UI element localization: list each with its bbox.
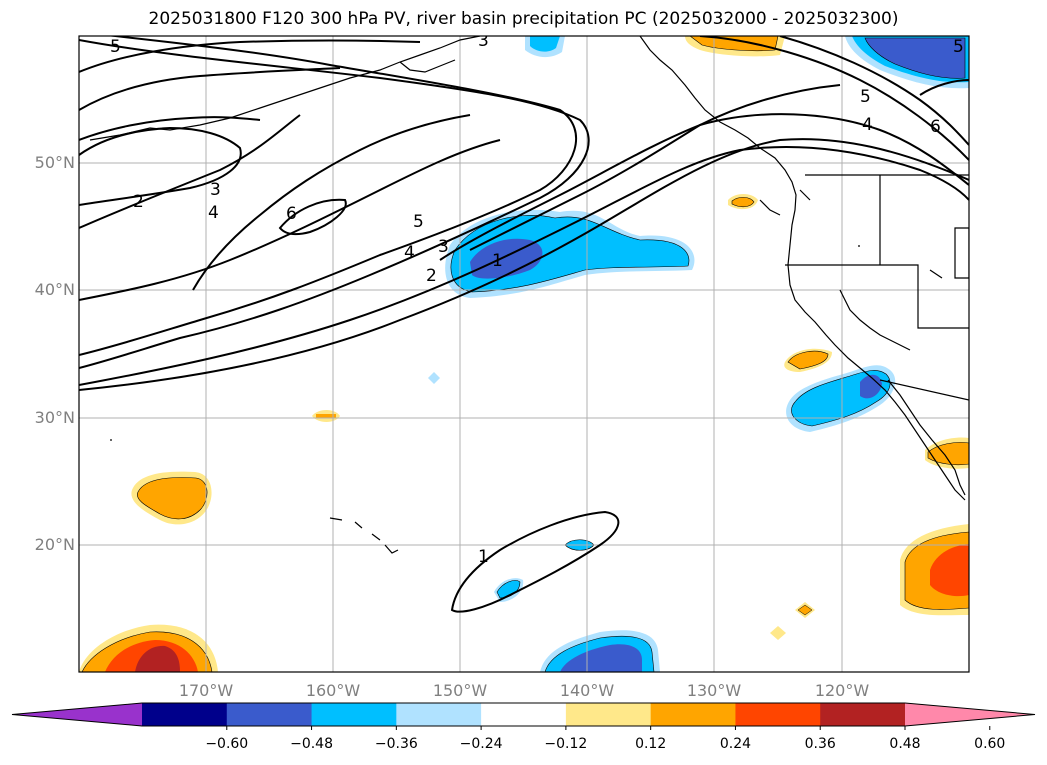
map-frame <box>78 35 970 673</box>
lat-label-50n: 50°N <box>34 153 75 172</box>
pv-label: 1 <box>478 547 489 567</box>
colorbar-swatch <box>650 703 736 726</box>
colorbar-swatch <box>142 703 228 726</box>
lon-label-150w: 150°W <box>432 681 488 700</box>
lon-label-170w: 170°W <box>178 681 234 700</box>
pv-label: 5 <box>110 37 121 57</box>
lat-label-40n: 40°N <box>34 280 75 299</box>
colorbar-swatch <box>311 703 397 726</box>
lon-label-130w: 130°W <box>686 681 742 700</box>
gridlines <box>79 36 969 672</box>
lat-label-20n: 20°N <box>34 535 75 554</box>
coastlines <box>89 36 969 554</box>
colorbar-swatch <box>565 703 652 726</box>
colorbar-tick-label: −0.60 <box>205 736 249 752</box>
negative-precip-shading <box>428 36 969 672</box>
colorbar-swatch <box>226 703 313 726</box>
colorbar-swatch <box>481 703 567 726</box>
colorbar-tick-label: 0.24 <box>719 736 752 752</box>
pv-label: 3 <box>478 31 489 51</box>
map-title: 2025031800 F120 300 hPa PV, river basin … <box>148 9 899 29</box>
pv-label: 5 <box>413 212 424 232</box>
colorbar-extend-max <box>905 703 1035 726</box>
colorbar-tick-label: 0.12 <box>635 736 667 752</box>
colorbar-tick-label: −0.24 <box>459 736 503 752</box>
pv-label: 4 <box>208 203 219 223</box>
pv-contour-labels: 5 3 2 3 4 6 5 4 3 2 1 5 4 6 5 1 <box>110 31 964 567</box>
pv-label: 5 <box>860 87 871 107</box>
pv-label: 5 <box>953 37 964 57</box>
pv-label: 2 <box>426 266 437 286</box>
pv-label: 1 <box>492 251 503 271</box>
colorbar-tick-label: −0.48 <box>290 736 333 752</box>
colorbar-swatch <box>396 703 482 726</box>
pv-label: 3 <box>210 180 221 200</box>
colorbar-tick-label: 0.48 <box>889 736 921 752</box>
colorbar-swatch <box>735 703 821 726</box>
colorbar-tick-label: −0.36 <box>374 736 418 752</box>
pv-label: 2 <box>133 192 144 212</box>
lon-label-140w: 140°W <box>559 681 615 700</box>
pv-label: 4 <box>404 243 415 263</box>
colorbar-tick-label: 0.36 <box>804 736 836 752</box>
pv-contours <box>79 36 969 613</box>
lat-label-30n: 30°N <box>34 408 75 427</box>
colorbar-tick-label: 0.60 <box>974 736 1006 752</box>
lon-label-160w: 160°W <box>305 681 361 700</box>
colorbar-outline <box>11 702 1036 727</box>
positive-precip-shading <box>79 36 969 672</box>
pv-label: 3 <box>438 237 449 257</box>
colorbar <box>11 702 1036 730</box>
pv-label: 6 <box>286 204 297 224</box>
pv-label: 4 <box>862 115 873 135</box>
colorbar-tick-label: −0.12 <box>544 736 588 752</box>
colorbar-extend-min <box>12 703 142 726</box>
map-plot-area: 5 3 2 3 4 6 5 4 3 2 1 5 4 6 5 1 <box>79 31 969 672</box>
colorbar-swatch <box>820 703 906 726</box>
lon-label-120w: 120°W <box>814 681 870 700</box>
pv-label: 6 <box>930 117 941 137</box>
